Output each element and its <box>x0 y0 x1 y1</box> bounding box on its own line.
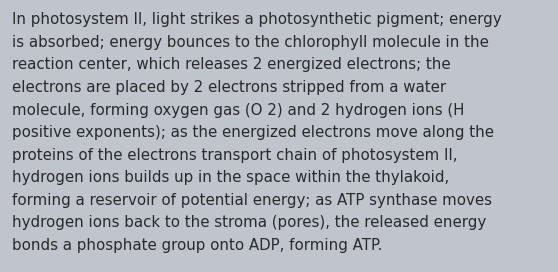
Text: positive exponents); as the energized electrons move along the: positive exponents); as the energized el… <box>12 125 494 140</box>
Text: hydrogen ions builds up in the space within the thylakoid,: hydrogen ions builds up in the space wit… <box>12 170 450 185</box>
Text: hydrogen ions back to the stroma (pores), the released energy: hydrogen ions back to the stroma (pores)… <box>12 215 487 230</box>
Text: molecule, forming oxygen gas (O 2) and 2 hydrogen ions (H: molecule, forming oxygen gas (O 2) and 2… <box>12 103 465 118</box>
Text: reaction center, which releases 2 energized electrons; the: reaction center, which releases 2 energi… <box>12 57 451 72</box>
Text: electrons are placed by 2 electrons stripped from a water: electrons are placed by 2 electrons stri… <box>12 80 446 95</box>
Text: bonds a phosphate group onto ADP, forming ATP.: bonds a phosphate group onto ADP, formin… <box>12 238 383 253</box>
Text: is absorbed; energy bounces to the chlorophyll molecule in the: is absorbed; energy bounces to the chlor… <box>12 35 489 50</box>
Text: forming a reservoir of potential energy; as ATP synthase moves: forming a reservoir of potential energy;… <box>12 193 492 208</box>
Text: In photosystem II, light strikes a photosynthetic pigment; energy: In photosystem II, light strikes a photo… <box>12 12 502 27</box>
Text: proteins of the electrons transport chain of photosystem II,: proteins of the electrons transport chai… <box>12 148 458 163</box>
